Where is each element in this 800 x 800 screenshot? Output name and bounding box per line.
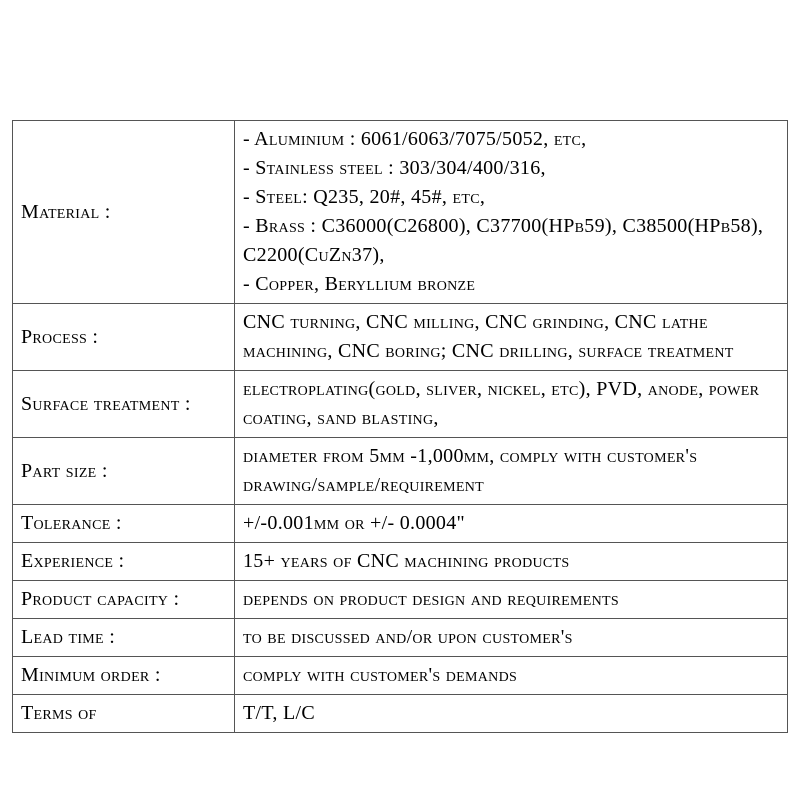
row-label: Minimum order : xyxy=(13,657,235,695)
value-line: 15+ years of CNC machining products xyxy=(243,547,781,576)
value-line: - Steel: Q235, 20#, 45#, etc, xyxy=(243,183,781,212)
table-row: Tolerance : +/-0.001mm or +/- 0.0004" xyxy=(13,505,788,543)
value-line: depends on product design and requiremen… xyxy=(243,585,781,614)
row-label: Terms of xyxy=(13,695,235,733)
table-row: Material :- Aluminium : 6061/6063/7075/5… xyxy=(13,121,788,304)
value-line: - Aluminium : 6061/6063/7075/5052, etc, xyxy=(243,125,781,154)
value-line: diameter from 5mm -1,000mm, comply with … xyxy=(243,442,781,500)
table-row: Product capacity : depends on product des… xyxy=(13,581,788,619)
spec-table-body: Material :- Aluminium : 6061/6063/7075/5… xyxy=(13,121,788,733)
row-value: +/-0.001mm or +/- 0.0004" xyxy=(235,505,788,543)
row-value: diameter from 5mm -1,000mm, comply with … xyxy=(235,438,788,505)
value-line: comply with customer's demands xyxy=(243,661,781,690)
value-line: to be discussed and/or upon customer's xyxy=(243,623,781,652)
value-line: T/T, L/C xyxy=(243,699,781,728)
table-row: Lead time : to be discussed and/or upon c… xyxy=(13,619,788,657)
row-label: Part size : xyxy=(13,438,235,505)
value-line: - Copper, Beryllium bronze xyxy=(243,270,781,299)
row-label: Lead time : xyxy=(13,619,235,657)
row-label: Material : xyxy=(13,121,235,304)
table-row: Experience : 15+ years of CNC machining … xyxy=(13,543,788,581)
value-line: - Stainless steel : 303/304/400/316, xyxy=(243,154,781,183)
row-value: - Aluminium : 6061/6063/7075/5052, etc,-… xyxy=(235,121,788,304)
row-value: 15+ years of CNC machining products xyxy=(235,543,788,581)
page-container: Material :- Aluminium : 6061/6063/7075/5… xyxy=(0,0,800,733)
value-line: CNC turning, CNC milling, CNC grinding, … xyxy=(243,308,781,366)
row-value: to be discussed and/or upon customer's xyxy=(235,619,788,657)
row-label: Surface treatment : xyxy=(13,371,235,438)
row-value: electroplating(gold, sliver, nickel, etc… xyxy=(235,371,788,438)
table-row: Minimum order : comply with customer's de… xyxy=(13,657,788,695)
value-line: - Brass : C36000(C26800), C37700(HPb59),… xyxy=(243,212,781,270)
row-value: CNC turning, CNC milling, CNC grinding, … xyxy=(235,304,788,371)
spec-table: Material :- Aluminium : 6061/6063/7075/5… xyxy=(12,120,788,733)
table-row: Process :CNC turning, CNC milling, CNC g… xyxy=(13,304,788,371)
table-row: Terms of T/T, L/C xyxy=(13,695,788,733)
value-line: +/-0.001mm or +/- 0.0004" xyxy=(243,509,781,538)
row-label: Experience : xyxy=(13,543,235,581)
value-line: electroplating(gold, sliver, nickel, etc… xyxy=(243,375,781,433)
table-row: Surface treatment :electroplating(gold, … xyxy=(13,371,788,438)
row-value: T/T, L/C xyxy=(235,695,788,733)
row-label: Product capacity : xyxy=(13,581,235,619)
table-row: Part size :diameter from 5mm -1,000mm, c… xyxy=(13,438,788,505)
row-label: Process : xyxy=(13,304,235,371)
row-value: comply with customer's demands xyxy=(235,657,788,695)
row-label: Tolerance : xyxy=(13,505,235,543)
row-value: depends on product design and requiremen… xyxy=(235,581,788,619)
